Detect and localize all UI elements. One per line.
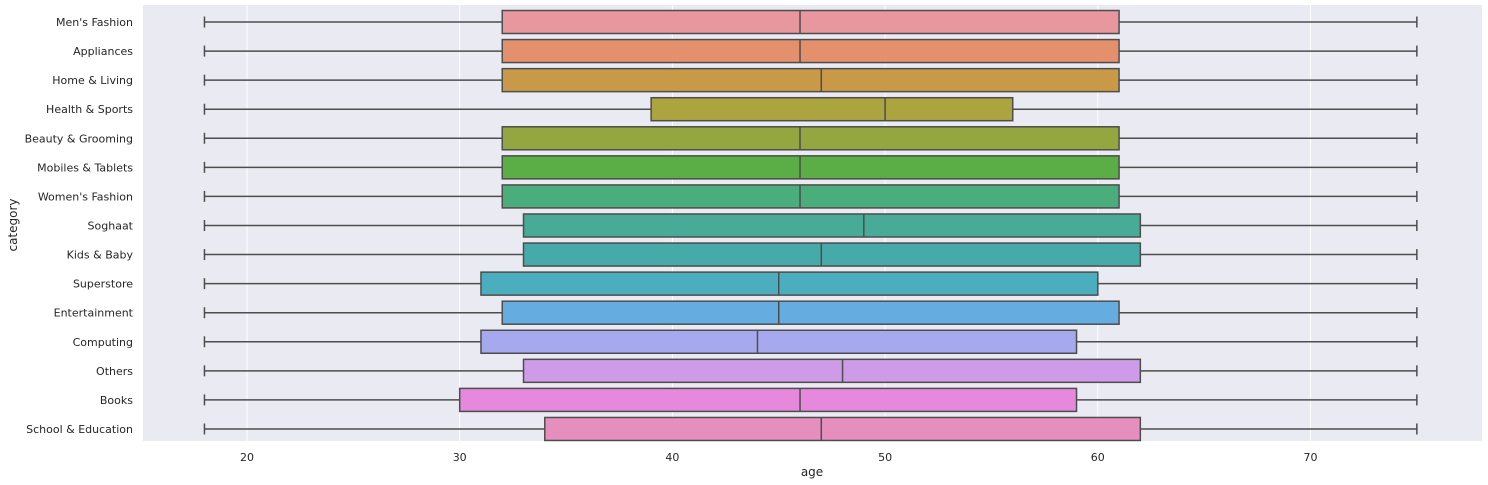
iqr-box — [544, 416, 1142, 442]
boxes — [203, 9, 1418, 442]
x-tick-labels: 20 30 40 50 60 70 — [240, 451, 1318, 464]
y-tick-label: Home & Living — [52, 74, 133, 87]
box-12 — [203, 358, 1418, 384]
x-tick-label: 70 — [1304, 451, 1318, 464]
y-axis-label: category — [6, 198, 20, 251]
y-tick-label: Appliances — [73, 45, 133, 58]
y-tick-labels: Men's Fashion Appliances Home & Living Heal… — [25, 16, 134, 436]
box-8 — [203, 242, 1418, 267]
box-10 — [203, 300, 1418, 325]
y-tick-label: Men's Fashion — [56, 16, 133, 29]
y-tick-label: Mobiles & Tablets — [37, 161, 133, 174]
iqr-box — [501, 9, 1120, 35]
y-tick-label: Others — [96, 365, 133, 378]
box-0 — [203, 9, 1418, 35]
iqr-box — [501, 67, 1120, 93]
box-1 — [203, 38, 1418, 64]
x-tick-label: 40 — [665, 451, 679, 464]
y-tick-label: Computing — [73, 336, 133, 349]
box-9 — [203, 271, 1418, 296]
box-2 — [203, 67, 1418, 93]
box-13 — [203, 387, 1418, 413]
x-tick-label: 60 — [1091, 451, 1105, 464]
y-tick-label: School & Education — [26, 423, 133, 436]
iqr-box — [522, 242, 1142, 267]
x-tick-label: 30 — [453, 451, 467, 464]
box-6 — [203, 184, 1418, 209]
x-axis-label: age — [801, 465, 823, 479]
y-tick-label: Superstore — [73, 278, 133, 291]
box-5 — [203, 155, 1418, 180]
y-tick-label: Women's Fashion — [38, 190, 133, 203]
x-tick-label: 50 — [878, 451, 892, 464]
y-tick-label: Health & Sports — [46, 103, 133, 116]
iqr-box — [501, 126, 1120, 151]
y-tick-label: Beauty & Grooming — [25, 132, 133, 145]
y-tick-label: Entertainment — [54, 307, 134, 320]
y-tick-label: Kids & Baby — [67, 249, 134, 262]
box-3 — [203, 96, 1418, 122]
iqr-box — [650, 96, 1014, 122]
box-4 — [203, 126, 1418, 151]
iqr-box — [501, 38, 1120, 64]
iqr-box — [480, 329, 1078, 355]
iqr-box — [480, 271, 1099, 296]
y-tick-label: Soghaat — [88, 219, 134, 232]
iqr-box — [501, 300, 1120, 325]
iqr-box — [458, 387, 1078, 413]
box-7 — [203, 213, 1418, 238]
box-11 — [203, 329, 1418, 355]
y-tick-label: Books — [100, 394, 133, 407]
iqr-box — [501, 155, 1120, 180]
iqr-box — [522, 213, 1142, 238]
iqr-box — [501, 184, 1120, 209]
iqr-box — [522, 358, 1142, 384]
x-tick-label: 20 — [240, 451, 254, 464]
box-14 — [203, 416, 1418, 442]
